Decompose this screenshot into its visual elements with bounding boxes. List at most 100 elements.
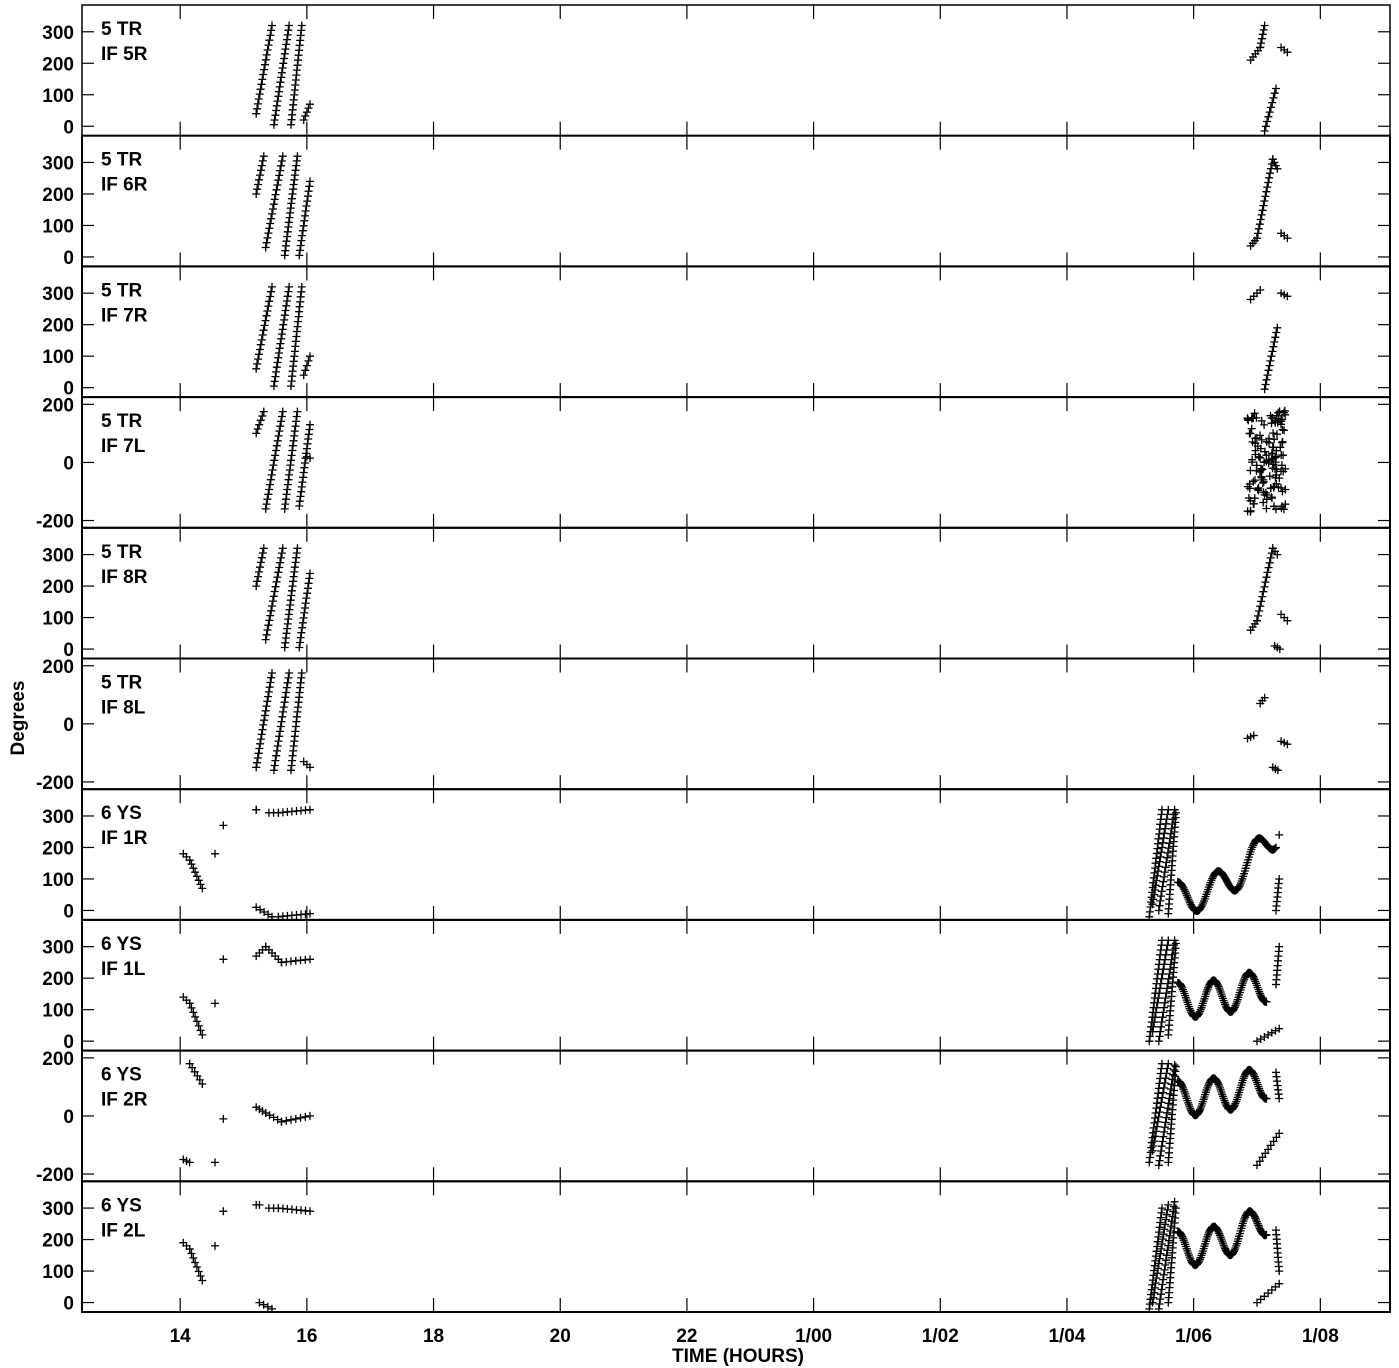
data-point [254, 95, 263, 103]
data-point [1157, 974, 1166, 983]
data-point [272, 751, 281, 760]
data-point [1256, 43, 1265, 52]
data-point [280, 315, 289, 324]
data-point [1255, 989, 1264, 998]
data-point [1162, 1251, 1171, 1260]
data-point [1253, 234, 1261, 243]
data-point [287, 1115, 295, 1124]
data-point [264, 490, 273, 499]
panel-subtitle: IF 1L [101, 959, 146, 980]
data-point [1195, 1256, 1204, 1265]
data-point [302, 108, 311, 117]
data-point [1277, 461, 1286, 470]
data-point [1156, 1027, 1165, 1036]
panel-title: 5 TR [101, 280, 142, 301]
data-point [1255, 987, 1264, 996]
data-point [1148, 1146, 1157, 1155]
data-point [1259, 587, 1268, 596]
data-point [196, 880, 205, 889]
data-point [252, 364, 261, 373]
data-point [1262, 997, 1271, 1006]
data-point [1275, 1129, 1284, 1138]
data-point [1270, 338, 1279, 346]
data-point [1161, 863, 1170, 872]
data-point [1161, 1074, 1170, 1083]
data-point [1244, 416, 1253, 425]
data-point [1259, 201, 1268, 210]
panel-subtitle: IF 5R [101, 44, 148, 65]
data-point [1181, 887, 1190, 896]
x-tick-label: 1/02 [922, 1326, 959, 1347]
data-point [252, 429, 261, 438]
y-tick-label: 200 [42, 1049, 74, 1070]
data-point [1163, 1205, 1172, 1214]
data-point [304, 579, 313, 588]
data-point [1248, 843, 1257, 852]
y-tick-label: 100 [42, 609, 74, 630]
data-point [1275, 1024, 1284, 1033]
data-point [1269, 93, 1278, 102]
data-point [279, 59, 288, 68]
data-point [1255, 1086, 1264, 1095]
data-point [254, 180, 263, 189]
data-point [265, 683, 274, 692]
data-point [1158, 1280, 1167, 1289]
data-point [1271, 844, 1280, 853]
data-point [1252, 979, 1261, 988]
data-point [1179, 985, 1187, 994]
data-point [256, 735, 265, 744]
data-point [285, 21, 294, 30]
data-point [282, 1116, 291, 1125]
data-point [273, 97, 282, 106]
data-point [1155, 1108, 1164, 1117]
data-point [277, 330, 286, 339]
data-point [270, 587, 279, 596]
data-point [1184, 1249, 1193, 1258]
data-point [277, 553, 285, 562]
data-point [1236, 881, 1244, 889]
chart-panels: 0 100 200 300 5 TR IF 5R 0 100 200 300 5 TR IF 6R 0 1… [36, 4, 1391, 1315]
data-point [1163, 848, 1172, 857]
data-point [275, 344, 284, 353]
data-point [1164, 974, 1173, 983]
data-point [1283, 616, 1292, 625]
data-point [1214, 1227, 1223, 1236]
data-point [1157, 1244, 1166, 1253]
data-point [272, 446, 280, 455]
data-point [1251, 977, 1260, 986]
data-point [1163, 984, 1172, 993]
data-point [1219, 1241, 1228, 1250]
data-point [297, 236, 306, 245]
data-point [1230, 1247, 1238, 1256]
data-point [1204, 1230, 1213, 1239]
data-point [192, 872, 201, 881]
data-point [1232, 999, 1241, 1008]
data-point [1269, 483, 1278, 492]
data-point [1219, 996, 1228, 1005]
y-tick-label: 0 [63, 715, 74, 736]
data-point [1283, 234, 1292, 243]
panel-7: 0 100 200 300 6 YS IF 1R [42, 788, 1391, 922]
data-point [1149, 1293, 1158, 1302]
data-point [256, 340, 265, 349]
data-point [259, 1300, 268, 1309]
data-point [1160, 1079, 1169, 1087]
y-tick-label: 200 [42, 1231, 74, 1252]
data-point [305, 574, 314, 583]
data-point [273, 742, 282, 750]
data-point [254, 355, 263, 364]
data-point [252, 109, 261, 118]
data-point [253, 99, 262, 108]
data-point [271, 190, 280, 199]
data-point [1197, 902, 1206, 911]
data-point [1160, 868, 1169, 877]
data-point [1150, 886, 1159, 894]
data-point [1215, 1231, 1224, 1240]
data-point [1155, 1032, 1164, 1041]
y-tick-label: 300 [42, 1199, 74, 1220]
data-point [255, 567, 263, 576]
data-point [211, 1241, 219, 1250]
data-point [1249, 1071, 1258, 1080]
data-point [257, 80, 266, 89]
